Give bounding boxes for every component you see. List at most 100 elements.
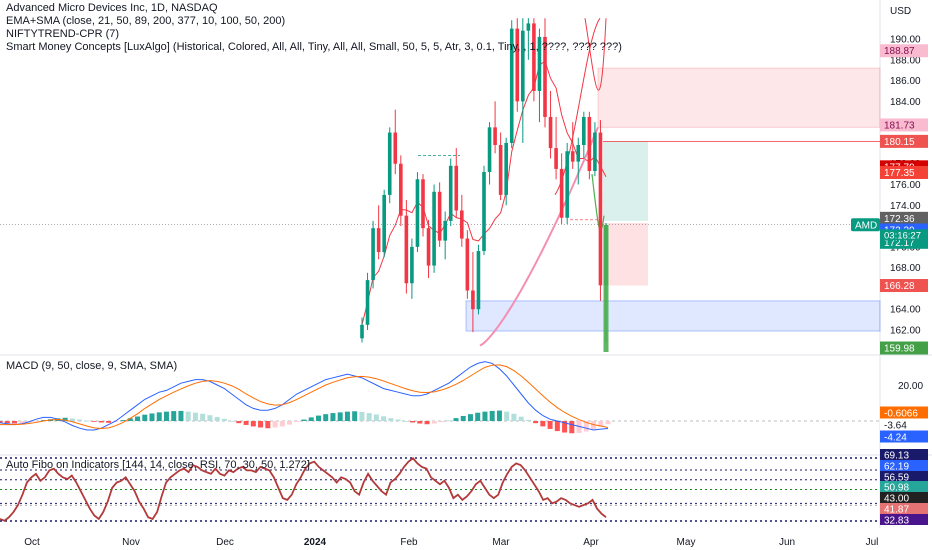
macd-histogram-bar (504, 411, 510, 421)
candle-body (593, 132, 597, 171)
time-tick-label: Mar (492, 537, 510, 548)
candle-body (393, 132, 398, 164)
indicator-auto-fibo[interactable]: Auto Fibo on Indicators [144, 14, close,… (6, 459, 310, 471)
macd-histogram-bar (171, 411, 177, 421)
fibo-price-tag (880, 460, 928, 471)
macd-histogram-bar (62, 417, 68, 421)
macd-histogram-bar (4, 421, 10, 424)
time-tick-label: Feb (400, 537, 418, 548)
time-tick-label: Nov (122, 537, 140, 548)
macd-histogram-bar (402, 421, 408, 422)
symbol-title[interactable]: Advanced Micro Devices Inc, 1D, NASDAQ (6, 2, 218, 14)
macd-histogram-bar (258, 421, 264, 428)
macd-histogram-bar (323, 414, 329, 421)
candle-body (576, 145, 581, 162)
indicator-ema-sma[interactable]: EMA+SMA (close, 21, 50, 89, 200, 377, 10… (6, 15, 286, 27)
candle-body (365, 280, 370, 325)
price-tick-label: 162.00 (890, 326, 921, 337)
macd-price-label: -0.6066 (884, 409, 918, 420)
price-tick-label: 168.00 (890, 263, 921, 274)
time-tick-label: Dec (216, 537, 234, 548)
macd-histogram-bar (185, 411, 191, 421)
candle-body (587, 116, 592, 171)
candle-body (443, 220, 447, 241)
macd-histogram-bar (106, 421, 112, 423)
price-tag-label: 172.36 (884, 214, 915, 225)
candle-body (537, 36, 542, 91)
macd-histogram-bar (301, 419, 307, 421)
price-tag (880, 44, 928, 58)
ema-ribbon (584, 18, 607, 91)
macd-histogram-bar (460, 415, 466, 421)
indicator-macd[interactable]: MACD (9, 50, close, 9, SMA, SMA) (6, 360, 178, 372)
fibo-price-tag (880, 471, 928, 482)
price-tick-label: 164.00 (890, 305, 921, 316)
indicator-niftytrend[interactable]: NIFTYTREND-CPR (7) (6, 28, 120, 40)
candle-body (598, 132, 603, 286)
candle-body (399, 163, 403, 216)
macd-histogram-bar (127, 418, 133, 421)
macd-histogram-bar (359, 412, 365, 421)
candle-body (509, 28, 514, 143)
time-tick-label: Apr (583, 537, 599, 548)
fibo-price-tag (880, 492, 928, 503)
candle-body (532, 23, 536, 91)
macd-histogram-bar (236, 421, 242, 424)
signal-line (0, 364, 609, 430)
candle-body (570, 151, 575, 162)
price-tag-label: 159.98 (884, 344, 915, 355)
price-tag-label: 166.28 (884, 281, 915, 292)
macd-histogram-bar (69, 418, 75, 421)
macd-histogram-bar (330, 413, 336, 421)
candle-body (448, 165, 453, 221)
candle-body (504, 142, 508, 195)
price-tick-label: 188.00 (890, 55, 921, 66)
candle-body (432, 191, 436, 266)
candle-body (554, 148, 558, 169)
macd-tick-label: 20.00 (898, 381, 923, 392)
candle-body (565, 151, 569, 218)
macd-histogram-bar (381, 416, 387, 421)
price-tick-label: 174.00 (890, 201, 921, 212)
macd-histogram-bar (540, 421, 546, 427)
candle-body (376, 228, 381, 253)
candle-body (426, 228, 431, 266)
candle-body (582, 116, 586, 146)
macd-histogram-bar (221, 418, 227, 421)
macd-pane: 20.00 -0.6066-3.64-4.24 (0, 361, 928, 444)
candle-body (410, 246, 414, 284)
macd-histogram-bar (315, 415, 321, 421)
fibo-price-label: 50.98 (884, 483, 909, 494)
candle-body (521, 30, 525, 102)
fibo-price-label: 41.87 (884, 505, 909, 516)
candle-body (404, 215, 409, 284)
time-tick-label: Oct (24, 537, 40, 548)
macd-histogram-bar (598, 421, 604, 427)
macd-histogram-bar (178, 410, 184, 421)
macd-histogram-bar (142, 414, 148, 421)
fibo-price-tag (880, 449, 928, 460)
candle-body (526, 23, 531, 31)
macd-histogram-bar (337, 412, 343, 421)
candle-body (487, 127, 492, 173)
macd-histogram-bar (525, 419, 531, 421)
price-tag-label: 181.73 (884, 120, 915, 131)
price-tag-label: 180.15 (884, 137, 915, 148)
candle-body (559, 168, 564, 218)
fibo-price-label: 62.19 (884, 462, 909, 473)
macd-histogram-bar (344, 411, 350, 421)
candle-body (476, 251, 481, 310)
candle-body (515, 28, 520, 102)
macd-histogram-bar (395, 419, 401, 421)
time-axis: Oct Nov Dec 2024 Feb Mar Apr May Jun Jul (24, 537, 878, 548)
time-tick-label: Jun (779, 537, 795, 548)
indicator-smc[interactable]: Smart Money Concepts [LuxAlgo] (Historic… (6, 41, 622, 53)
candle-body (421, 179, 425, 229)
macd-price-tag (880, 406, 928, 419)
fibo-price-label: 56.59 (884, 473, 909, 484)
macd-histogram-bar (287, 421, 293, 425)
macd-histogram-bar (192, 412, 198, 421)
price-tag (880, 211, 928, 225)
candle-body (465, 238, 470, 291)
